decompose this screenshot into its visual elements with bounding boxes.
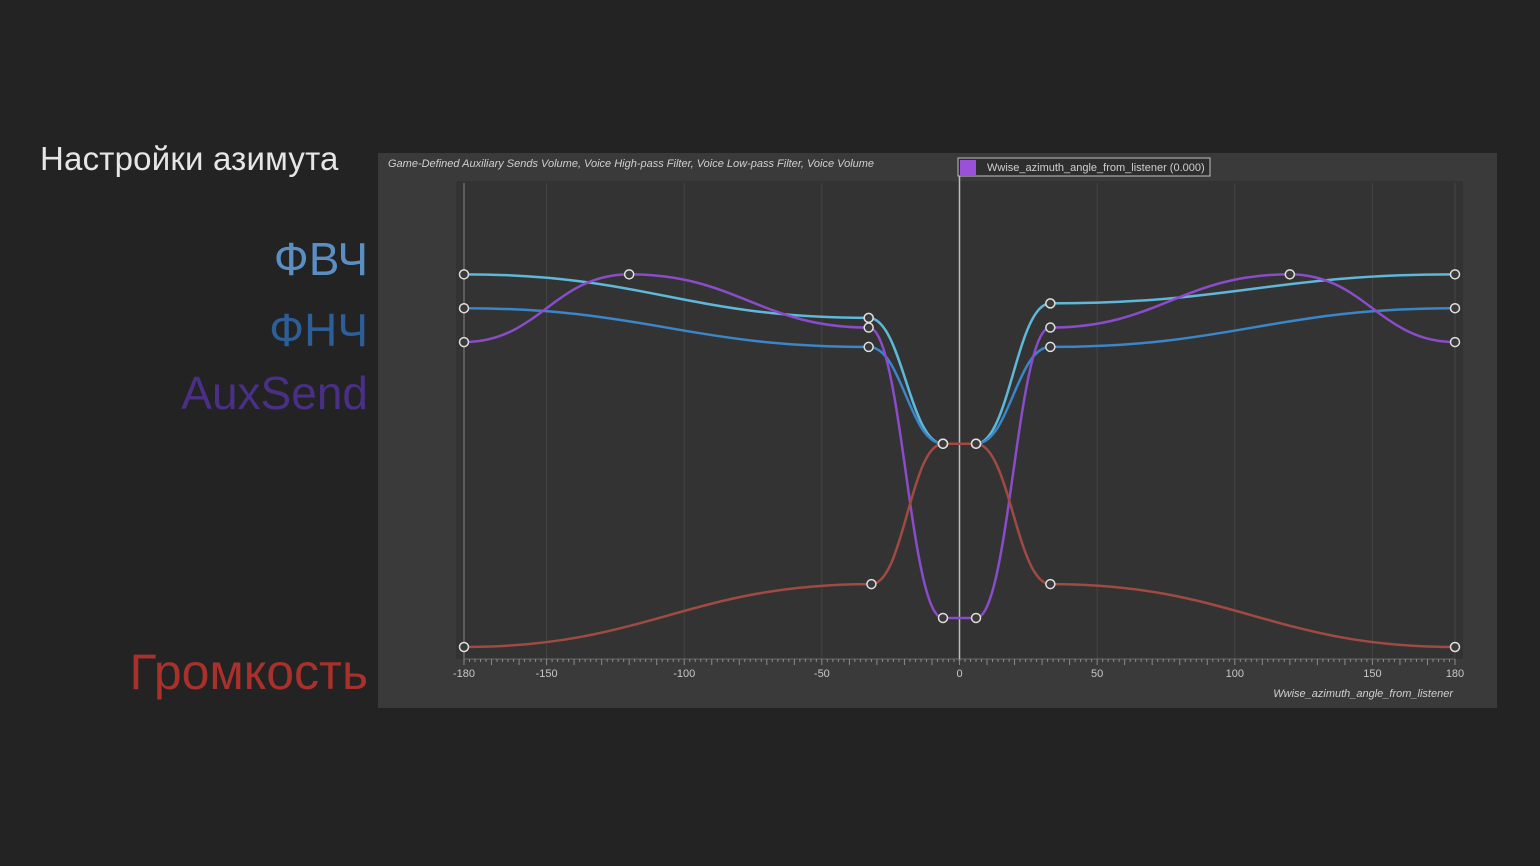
x-axis-ticks: -180 -150 -100 -50 0 50 100 150 180 xyxy=(453,659,1464,680)
point-hpf[interactable] xyxy=(458,269,470,280)
cursor-readout[interactable]: Wwise_azimuth_angle_from_listener (0.000… xyxy=(957,157,1211,177)
point-aux[interactable] xyxy=(863,322,874,333)
x-tick-label: -180 xyxy=(453,668,475,680)
x-tick-label: -100 xyxy=(673,668,695,680)
point-aux[interactable] xyxy=(1284,269,1296,280)
point-lpf[interactable] xyxy=(863,341,874,353)
aux-send-label: AuxSend xyxy=(181,367,368,419)
cursor-readout-box xyxy=(957,157,1211,177)
point-volume[interactable] xyxy=(970,438,982,449)
point-aux[interactable] xyxy=(970,612,982,624)
point-aux[interactable] xyxy=(937,612,949,624)
curve-aux[interactable] xyxy=(463,273,1456,620)
control-points xyxy=(458,269,1461,653)
point-lpf[interactable] xyxy=(1045,341,1056,353)
cursor-swatch xyxy=(960,160,976,175)
curve-editor-panel[interactable]: -180 -150 -100 -50 0 50 100 150 180 Game-Defined… xyxy=(378,153,1497,708)
x-axis-label: Wwise_azimuth_angle_from_listener xyxy=(1273,688,1454,700)
curve-volume[interactable] xyxy=(463,442,1456,649)
x-tick-label: 50 xyxy=(1091,668,1103,680)
lpf-label: ФНЧ xyxy=(269,304,368,356)
hpf-label: ФВЧ xyxy=(273,233,368,285)
point-lpf[interactable] xyxy=(1449,302,1461,314)
point-lpf[interactable] xyxy=(458,302,470,314)
chart-header: Game-Defined Auxiliary Sends Volume, Voi… xyxy=(388,158,874,170)
point-aux[interactable] xyxy=(458,336,470,348)
point-aux[interactable] xyxy=(623,269,635,280)
volume-label: Громкость xyxy=(129,644,368,700)
curve-chart[interactable]: -180 -150 -100 -50 0 50 100 150 180 Game-Defined… xyxy=(378,153,1497,708)
point-hpf[interactable] xyxy=(1449,269,1461,280)
point-aux[interactable] xyxy=(1045,322,1056,333)
grid xyxy=(456,175,1463,661)
x-tick-label: 180 xyxy=(1446,668,1464,680)
point-volume[interactable] xyxy=(1045,578,1056,590)
point-volume[interactable] xyxy=(1449,641,1461,653)
point-hpf[interactable] xyxy=(1045,298,1056,309)
x-tick-label: 100 xyxy=(1226,668,1244,680)
x-tick-label: 0 xyxy=(956,668,962,680)
point-hpf[interactable] xyxy=(863,312,874,324)
page-title: Настройки азимута xyxy=(40,140,339,177)
x-tick-label: -50 xyxy=(814,668,830,680)
point-volume[interactable] xyxy=(866,578,877,590)
x-tick-label: -150 xyxy=(536,668,558,680)
point-aux[interactable] xyxy=(1449,336,1461,348)
cursor-readout-text: Wwise_azimuth_angle_from_listener (0.000… xyxy=(987,162,1205,174)
x-tick-label: 150 xyxy=(1363,668,1381,680)
curves xyxy=(463,273,1456,649)
point-volume[interactable] xyxy=(937,438,949,449)
point-volume[interactable] xyxy=(458,641,470,653)
